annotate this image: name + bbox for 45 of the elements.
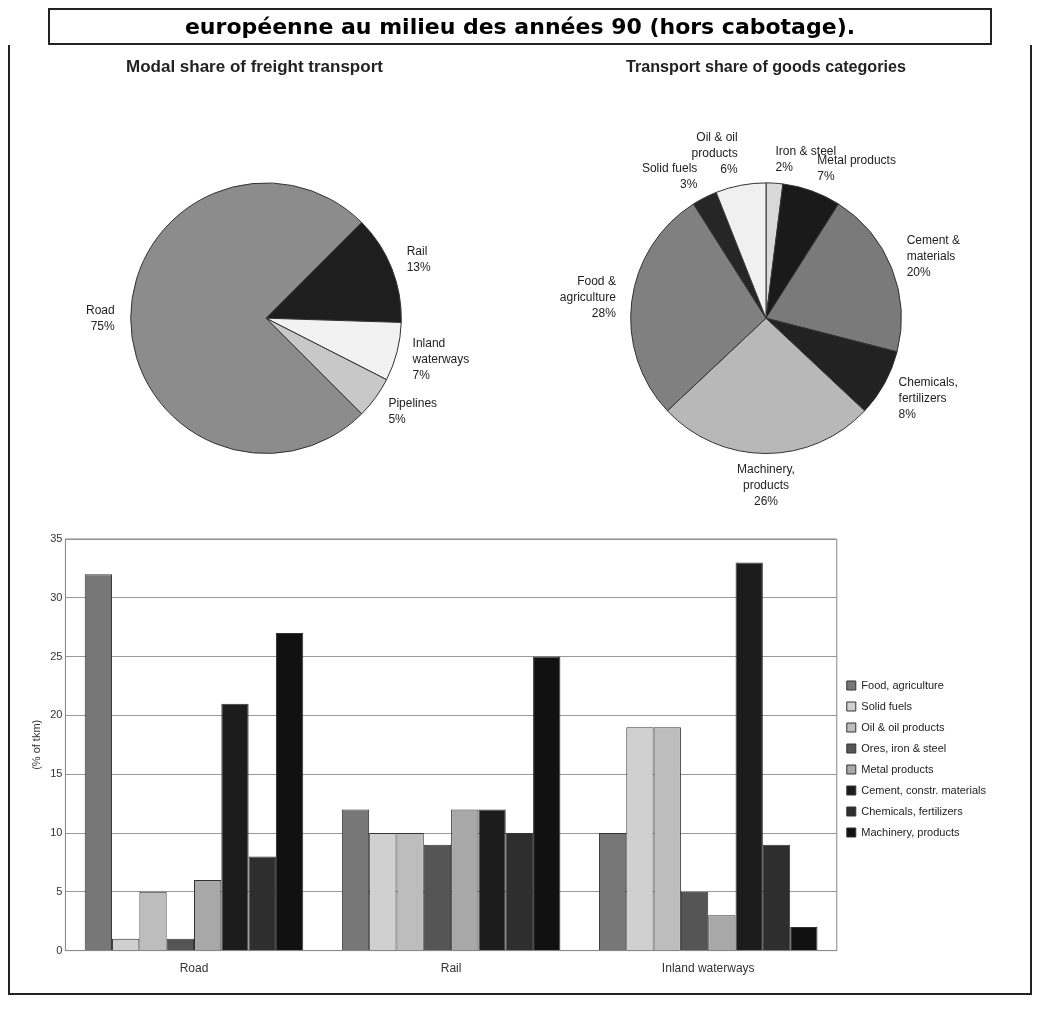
slice-label: Cement & materials <box>906 232 961 263</box>
slice-label: Inland waterways <box>411 336 470 367</box>
chart-title: Transport share of goods categories <box>626 56 906 76</box>
y-tick-label: 10 <box>50 826 63 839</box>
data-label: 2% <box>775 159 794 174</box>
x-tick-label: Inland waterways <box>661 961 755 976</box>
x-tick-label: Rail <box>440 961 462 976</box>
data-label: 7% <box>817 168 835 183</box>
slice-label: Food & agriculture <box>559 273 617 304</box>
data-label: 6% <box>720 162 738 177</box>
slice-label: Road <box>86 302 115 317</box>
data-label: 20% <box>906 264 932 279</box>
data-label: 5% <box>388 412 407 427</box>
legend-label: Food, agriculture <box>861 678 944 691</box>
data-label: 3% <box>679 176 698 191</box>
y-axis-title: (% of tkm) <box>29 719 42 770</box>
y-tick-label: 35 <box>50 532 63 545</box>
legend-label: Machinery, products <box>861 825 961 838</box>
slice-label: Chemicals, fertilizers <box>898 375 958 406</box>
legend-label: Solid fuels <box>861 699 913 712</box>
data-label: 75% <box>90 318 116 333</box>
data-label: 7% <box>412 368 431 383</box>
slice-label: Pipelines <box>388 396 438 411</box>
x-tick-label: Road <box>179 961 209 976</box>
legend-label: Ores, iron & steel <box>861 741 947 754</box>
chart-title: Modal share of freight transport <box>126 56 384 76</box>
y-tick-label: 15 <box>50 767 63 780</box>
data-label: 13% <box>406 259 432 274</box>
slice-label: Machinery, products <box>737 461 795 492</box>
legend-label: Cement, constr. materials <box>861 783 987 796</box>
legend-label: Chemicals, fertilizers <box>861 804 964 817</box>
slice-label: Solid fuels <box>641 160 698 175</box>
data-label: 26% <box>753 493 779 508</box>
legend-label: Metal products <box>861 762 934 775</box>
y-tick-label: 20 <box>50 708 63 721</box>
data-label: 8% <box>898 407 917 422</box>
legend-label: Oil & oil products <box>861 720 945 733</box>
y-tick-label: 5 <box>56 884 63 897</box>
data-label: 28% <box>591 305 617 320</box>
y-tick-label: 0 <box>56 943 63 956</box>
slice-label: Oil & oil products <box>691 130 738 161</box>
y-tick-label: 25 <box>50 649 63 662</box>
slice-label: Rail <box>406 243 428 258</box>
text: européenne au milieu des années 90 (hors cabotage). <box>183 14 857 39</box>
y-tick-label: 30 <box>50 590 63 603</box>
